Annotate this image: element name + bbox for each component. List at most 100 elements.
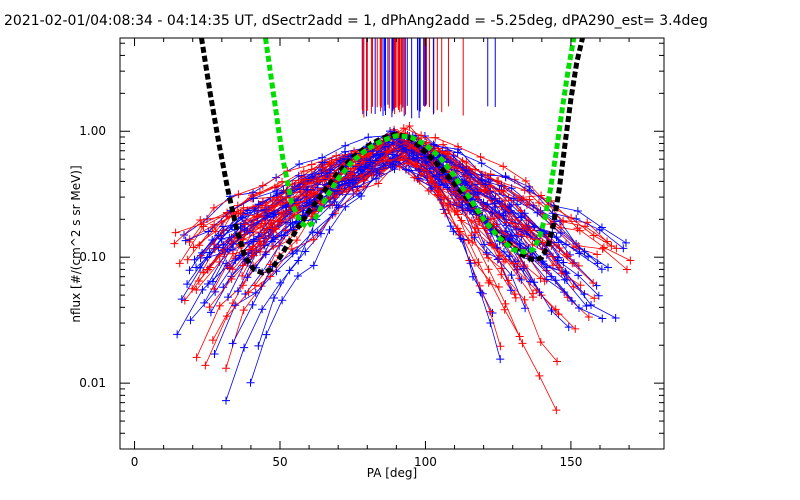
trace-cross [556, 229, 565, 238]
trace-cross [553, 357, 562, 366]
trace-cross [517, 275, 526, 284]
trace-cross [562, 250, 571, 259]
trace-cross [327, 158, 336, 167]
trace-cross [486, 187, 495, 196]
trace-cross [534, 198, 543, 207]
y-tick-label: 1.00 [79, 124, 106, 138]
trace-cross [604, 263, 613, 272]
trace-cross [288, 249, 297, 258]
trace-cross [562, 275, 571, 284]
trace-cross [357, 162, 366, 171]
trace-cross [435, 175, 444, 184]
trace-cross [303, 185, 312, 194]
trace-cross [497, 270, 506, 279]
trace-cross [458, 200, 467, 209]
trace-cross [195, 241, 204, 250]
trace-cross [246, 245, 255, 254]
trace-cross [273, 181, 282, 190]
trace-cross [258, 305, 267, 314]
trace-cross [204, 227, 213, 236]
trace-cross [308, 228, 317, 237]
trace-cross [171, 228, 180, 237]
trace-cross [595, 225, 604, 234]
trace-cross [181, 236, 190, 245]
trace-cross [568, 259, 577, 268]
trace-cross [196, 263, 205, 272]
trace-cross [597, 223, 606, 232]
trace-cross [529, 293, 538, 302]
trace-cross [486, 318, 495, 327]
trace-cross [497, 181, 506, 190]
trace-cross [483, 200, 492, 209]
trace-cross [361, 162, 370, 171]
y-axis-ticks: 0.01 0.10 1.00 [79, 42, 664, 450]
trace-cross [571, 324, 580, 333]
trace-cross [384, 156, 393, 165]
trace-cross [352, 187, 361, 196]
trace-cross [223, 208, 232, 217]
trace-cross [493, 177, 502, 186]
trace-cross [183, 255, 192, 264]
trace-cross [282, 193, 291, 202]
trace-cross [200, 298, 209, 307]
trace-cross [214, 231, 223, 240]
trace-cross [559, 217, 568, 226]
trace-cross [619, 244, 628, 253]
trace-cross [499, 162, 508, 171]
trace-cross [249, 194, 258, 203]
x-tick-label: 100 [414, 455, 437, 469]
trace-cross [581, 222, 590, 231]
trace-cross [318, 158, 327, 167]
trace-cross [208, 277, 217, 286]
chart-title: 2021-02-01/04:08:34 - 04:14:35 UT, dSect… [4, 13, 708, 29]
trace-cross [484, 186, 493, 195]
trace-cross [509, 194, 518, 203]
trace-cross [368, 164, 377, 173]
trace-cross [372, 167, 381, 176]
trace-cross [584, 313, 593, 322]
trace-cross [203, 253, 212, 262]
trace-cross [210, 285, 219, 294]
trace-cross [248, 191, 257, 200]
trace-cross [313, 228, 322, 237]
trace-cross [238, 271, 247, 280]
trace-cross [271, 225, 280, 234]
trace-cross [535, 371, 544, 380]
trace-cross [537, 191, 546, 200]
trace-cross [276, 278, 285, 287]
trace-cross [590, 294, 599, 303]
trace-cross [197, 220, 206, 229]
trace-cross [468, 238, 477, 247]
trace-cross [218, 222, 227, 231]
trace-cross [484, 265, 493, 274]
trace-cross [388, 160, 397, 169]
trace-cross [567, 213, 576, 222]
trace-cross [241, 220, 250, 229]
trace-cross [494, 282, 503, 291]
trace-cross [258, 181, 267, 190]
plot-frame [119, 37, 665, 450]
trace-cross [496, 355, 505, 364]
trace-cross [562, 240, 571, 249]
trace-cross [603, 237, 612, 246]
trace-cross [307, 160, 316, 169]
trace-cross [269, 233, 278, 242]
trace-cross [189, 243, 198, 252]
trace-cross [551, 305, 560, 314]
trace-cross [274, 217, 283, 226]
trace-cross [553, 256, 562, 265]
trace-cross [460, 179, 469, 188]
trace-cross [244, 288, 253, 297]
trace-cross [318, 177, 327, 186]
trace-cross [502, 218, 511, 227]
trace-cross [500, 305, 509, 314]
trace-cross [453, 224, 462, 233]
trace-cross [533, 208, 542, 217]
trace-cross [302, 198, 311, 207]
trace-cross [388, 150, 397, 159]
trace-cross [561, 268, 570, 277]
trace-cross [330, 197, 339, 206]
trace-cross [443, 150, 452, 159]
trace-cross [626, 256, 635, 265]
trace-cross [246, 378, 255, 387]
